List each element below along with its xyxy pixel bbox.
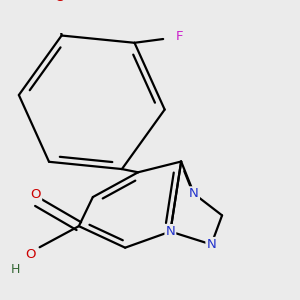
Text: O: O	[25, 248, 36, 261]
Text: O: O	[54, 0, 64, 4]
Text: H: H	[11, 263, 20, 276]
Text: N: N	[189, 187, 199, 200]
Text: N: N	[206, 238, 216, 251]
Text: O: O	[31, 188, 41, 201]
Text: N: N	[166, 225, 175, 238]
Text: F: F	[176, 29, 184, 43]
